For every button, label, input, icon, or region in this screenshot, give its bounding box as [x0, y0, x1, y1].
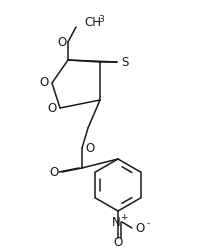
Text: S: S	[121, 55, 128, 69]
Text: O: O	[85, 142, 94, 154]
Text: O: O	[39, 77, 48, 89]
Text: O: O	[135, 222, 144, 235]
Text: O: O	[57, 36, 66, 48]
Text: O: O	[47, 102, 56, 114]
Text: O: O	[113, 236, 122, 249]
Text: -: -	[146, 219, 149, 229]
Text: CH: CH	[84, 16, 101, 28]
Text: O: O	[49, 166, 58, 178]
Text: N: N	[111, 215, 120, 229]
Text: 3: 3	[97, 15, 103, 23]
Text: +: +	[120, 213, 127, 223]
